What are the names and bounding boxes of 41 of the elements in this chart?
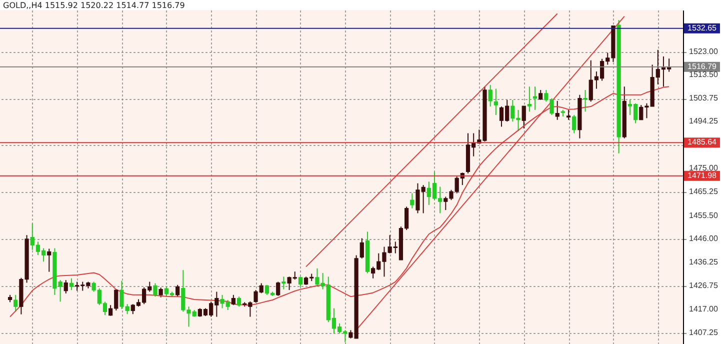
candlestick xyxy=(360,238,364,259)
y-tick-label: 1465.25 xyxy=(689,187,718,196)
candlestick xyxy=(231,294,236,306)
y-tick-label: 1455.50 xyxy=(689,210,718,220)
candlestick xyxy=(276,281,280,296)
y-tick-label: 1417.00 xyxy=(689,304,718,314)
candlestick xyxy=(298,276,302,288)
candlestick xyxy=(47,248,52,272)
ref-line-label: 1485.64 xyxy=(688,138,718,147)
candlestick xyxy=(64,280,68,294)
candlestick xyxy=(153,282,158,298)
y-tick-label: 1513.50 xyxy=(689,70,718,79)
y-tick-label: 1523.00 xyxy=(689,46,718,56)
candlestick xyxy=(410,192,414,209)
y-tick-label: 1446.00 xyxy=(689,234,718,243)
candlestick xyxy=(236,296,242,308)
y-tick-label: 1494.25 xyxy=(689,116,718,126)
candlestick xyxy=(538,89,543,100)
candlestick xyxy=(14,294,18,312)
candlestick xyxy=(494,88,498,116)
y-tick-label: 1426.75 xyxy=(689,280,718,290)
candlestick xyxy=(282,276,286,290)
candlestick xyxy=(69,278,74,291)
chart-title: GOLD,,H4 1515.92 1520.22 1514.77 1516.79 xyxy=(3,1,185,10)
y-tick-label: 1475.00 xyxy=(689,163,718,172)
candlestick xyxy=(566,109,571,120)
candlestick xyxy=(488,84,492,108)
candlestick xyxy=(583,89,588,112)
candlestick xyxy=(158,287,163,298)
y-tick-label: 1436.25 xyxy=(689,258,718,267)
candlestick xyxy=(527,86,532,112)
candlestick xyxy=(555,100,560,120)
candlestick xyxy=(532,86,538,110)
candlestick xyxy=(572,114,576,134)
candlestick xyxy=(176,284,180,298)
ref-line-label: 1471.98 xyxy=(688,170,718,180)
ref-line-label: 1532.65 xyxy=(688,23,718,32)
candlestick xyxy=(522,106,526,129)
y-tick-label: 1407.25 xyxy=(689,328,718,338)
y-tick-label: 1503.75 xyxy=(689,94,718,103)
ref-line-label: 1516.79 xyxy=(688,62,718,71)
